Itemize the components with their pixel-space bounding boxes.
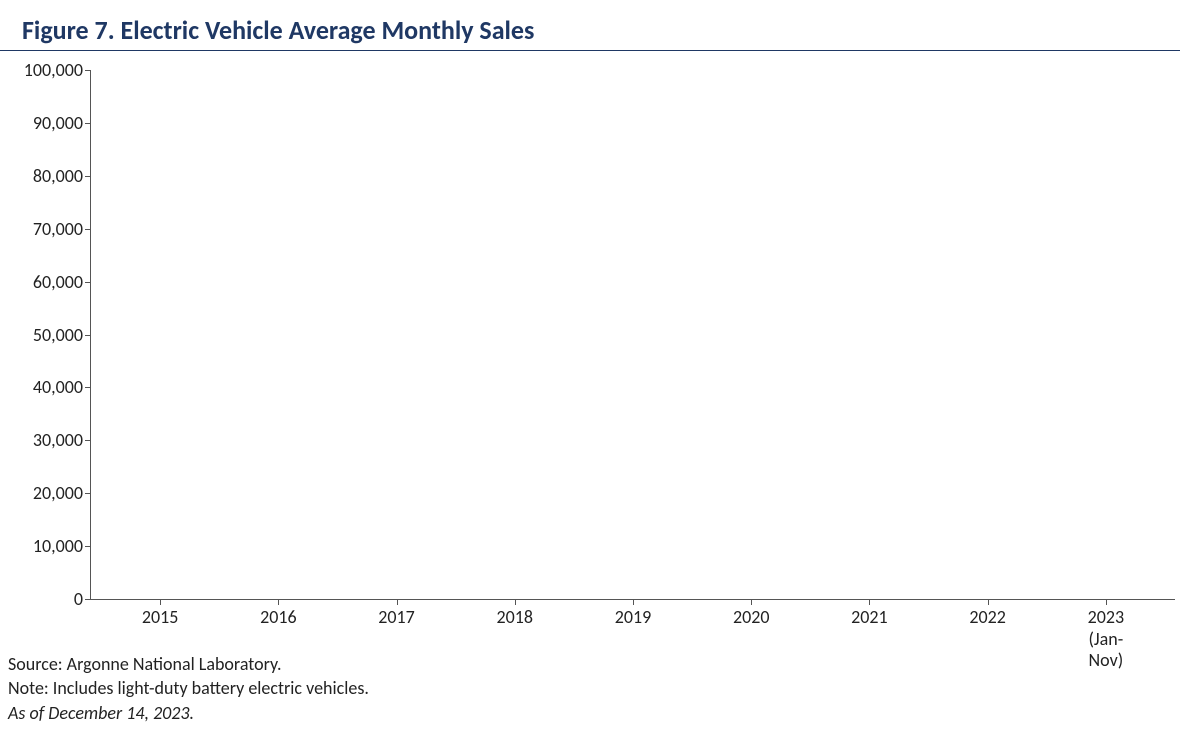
x-tick-label: 2017 — [378, 599, 415, 629]
y-tick-label: 20,000 — [33, 482, 91, 504]
y-tick-label: 40,000 — [33, 376, 91, 398]
x-tick-label: 2019 — [615, 599, 652, 629]
bars-container: 201520162017201820192020202120222023 (Ja… — [91, 70, 1175, 599]
x-tick-label: 2022 — [969, 599, 1006, 629]
y-tick-label: 10,000 — [33, 535, 91, 557]
y-tick-label: 30,000 — [33, 429, 91, 451]
bar-chart: 201520162017201820192020202120222023 (Ja… — [90, 70, 1175, 600]
chart-footer: Source: Argonne National Laboratory. Not… — [8, 652, 369, 725]
x-tick-label: 2018 — [497, 599, 534, 629]
y-tick-label: 50,000 — [33, 324, 91, 346]
x-tick-label: 2020 — [733, 599, 770, 629]
x-tick-label: 2016 — [260, 599, 297, 629]
y-tick-label: 80,000 — [33, 165, 91, 187]
x-tick-label: 2015 — [142, 599, 179, 629]
y-tick-label: 60,000 — [33, 271, 91, 293]
x-tick-label: 2023 (Jan- Nov) — [1076, 599, 1135, 672]
y-tick-label: 70,000 — [33, 218, 91, 240]
asof-line: As of December 14, 2023. — [8, 701, 369, 725]
note-line: Note: Includes light-duty battery electr… — [8, 676, 369, 700]
y-tick-label: 0 — [74, 588, 91, 610]
source-line: Source: Argonne National Laboratory. — [8, 652, 369, 676]
figure-title: Figure 7. Electric Vehicle Average Month… — [0, 0, 1180, 51]
y-tick-label: 100,000 — [24, 59, 91, 81]
x-tick-label: 2021 — [851, 599, 888, 629]
y-tick-label: 90,000 — [33, 112, 91, 134]
